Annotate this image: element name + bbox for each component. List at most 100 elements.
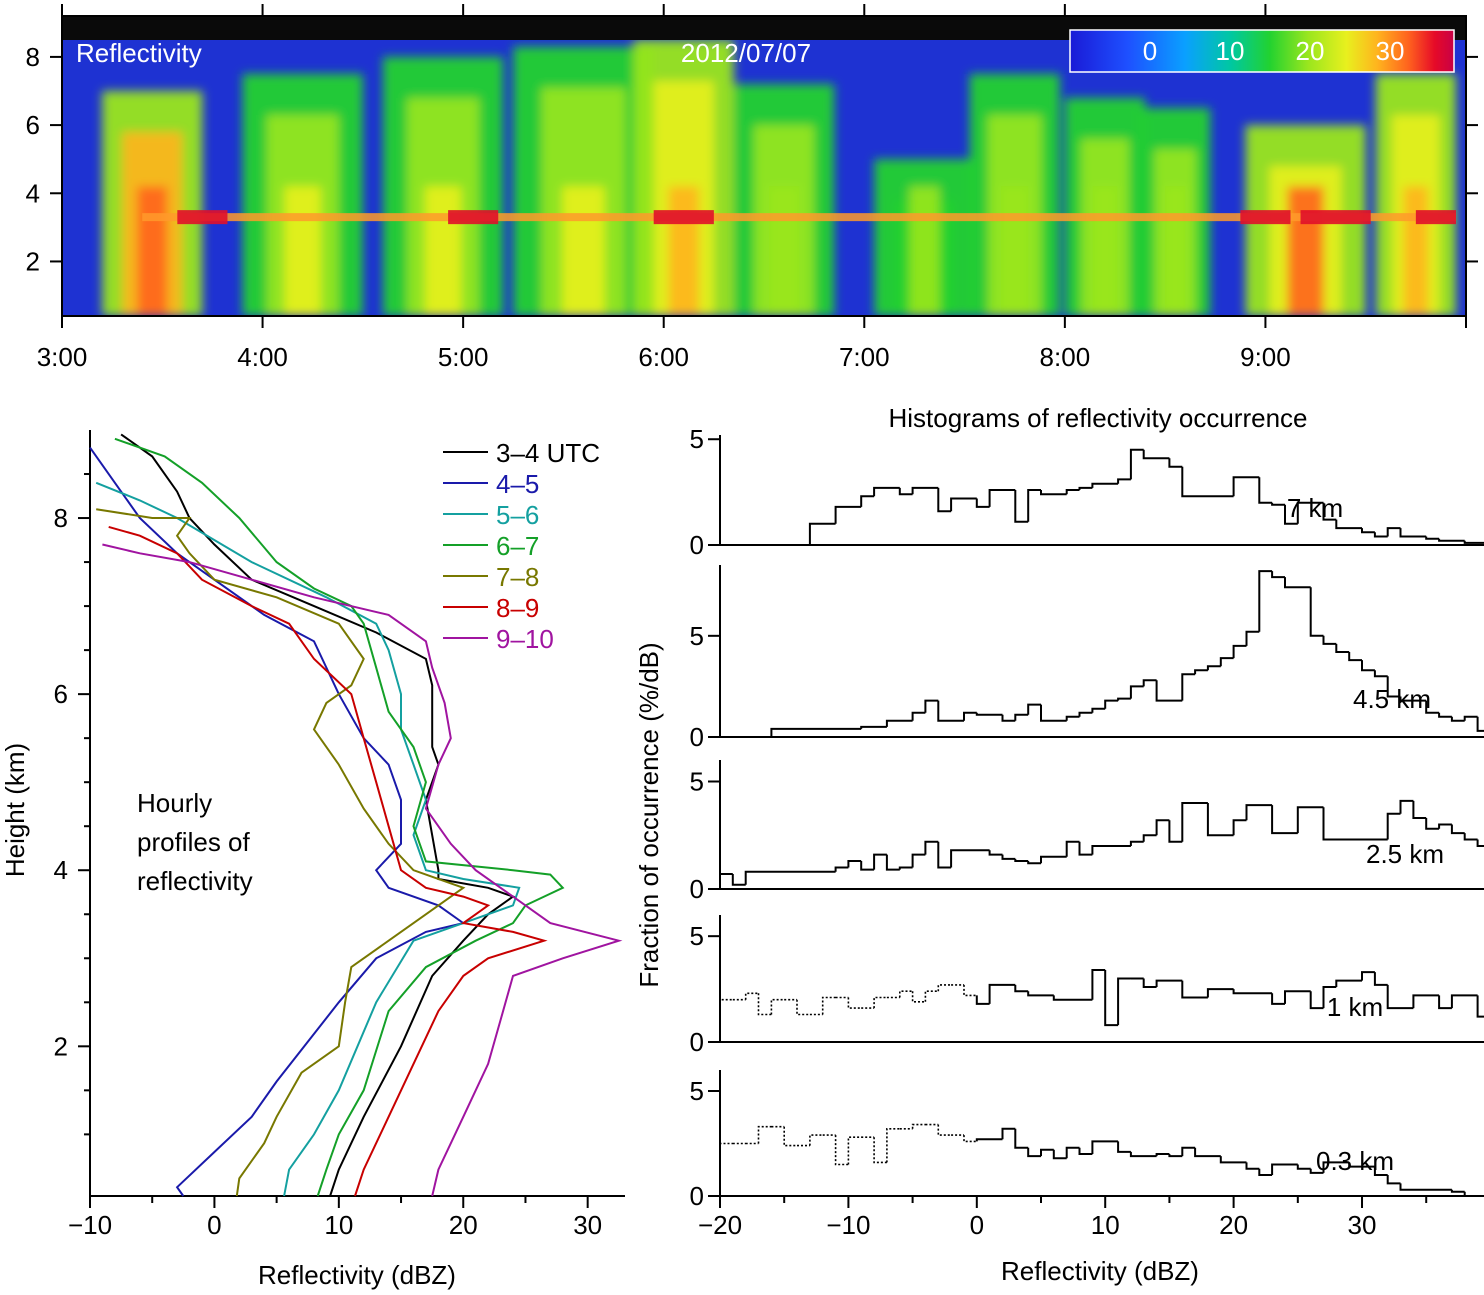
th-frame [61, 15, 1467, 317]
cell-peak [1092, 186, 1118, 316]
histogram-y-tick-label: 5 [690, 424, 704, 454]
histogram-height-label: 4.5 km [1353, 684, 1431, 714]
th-x-tick-label: 3:00 [37, 342, 88, 372]
profile-line-5 [108, 525, 548, 1197]
th-x-tick-label: 8:00 [1040, 342, 1091, 372]
histograms-title: Histograms of reflectivity occurrence [888, 403, 1307, 433]
histogram-y-tick-label: 0 [690, 722, 704, 752]
histogram-height-label: 0.3 km [1316, 1146, 1394, 1176]
colorbar-tick-label: 10 [1216, 36, 1245, 66]
cell-peak [284, 186, 321, 316]
histograms-xlabel: Reflectivity (dBZ) [1001, 1256, 1199, 1286]
cell-peak [137, 186, 168, 316]
histogram-panel: 0 5 0.3 km [690, 1070, 1484, 1211]
bright-band-peak [1415, 210, 1456, 225]
histograms-x-tick-label: −20 [698, 1210, 742, 1240]
th-y-tick-label: 8 [26, 42, 40, 72]
histogram-steps [975, 969, 1484, 1027]
histogram-y-tick-label: 0 [690, 874, 704, 904]
profile-line-6 [102, 543, 623, 1197]
melting-layer-band [142, 210, 1456, 225]
th-x-tick-label: 4:00 [237, 342, 288, 372]
cell-peak [1164, 186, 1186, 316]
profiles-annotation-3: reflectivity [137, 866, 253, 896]
profiles-y-tick-label: 4 [54, 855, 68, 885]
cell-peak [1287, 186, 1324, 316]
legend-label: 8–9 [496, 593, 539, 623]
colorbar-ticks: 0 10 20 30 [1143, 36, 1405, 66]
histogram-y-tick-label: 0 [690, 1181, 704, 1211]
th-label: Reflectivity [76, 38, 202, 68]
legend-label: 3–4 UTC [496, 438, 600, 468]
histograms-x-tick-label: 0 [970, 1210, 984, 1240]
cell-peak [1403, 186, 1428, 316]
colorbar-tick-label: 20 [1296, 36, 1325, 66]
th-y-axis: 2 4 6 8 [26, 42, 1478, 276]
profile-line-2 [95, 481, 521, 1197]
th-y-tick-label: 6 [26, 110, 40, 140]
legend-label: 6–7 [496, 531, 539, 561]
th-x-tick-label: 6:00 [638, 342, 689, 372]
legend-label: 4–5 [496, 469, 539, 499]
profiles-x-tick-label: 30 [573, 1210, 602, 1240]
profiles-panel: −10 0 10 20 30 2 4 6 8 3–4 UTC4–55–66–77–88–99–1… [0, 430, 625, 1290]
cell-peak [562, 186, 605, 316]
profiles-x-tick-label: 0 [207, 1210, 221, 1240]
th-x-tick-label: 5:00 [438, 342, 489, 372]
histogram-steps [975, 1127, 1484, 1197]
colorbar: 0 10 20 30 [1069, 29, 1455, 73]
th-date: 2012/07/07 [681, 38, 811, 68]
cell-peak [668, 186, 699, 316]
colorbar-gradient [1069, 29, 1455, 73]
profiles-x-tick-label: 10 [324, 1210, 353, 1240]
profiles-annotation-1: Hourly [137, 788, 212, 818]
th-y-tick-label: 2 [26, 246, 40, 276]
bright-band-peak [177, 210, 228, 225]
legend-label: 9–10 [496, 624, 554, 654]
histogram-steps-dotted [719, 1123, 977, 1196]
cell-peak [1001, 186, 1029, 316]
profiles-axes: −10 0 10 20 30 2 4 6 8 [54, 430, 625, 1240]
histogram-panel: 0 5 4.5 km [690, 565, 1484, 752]
histogram-steps [808, 448, 1484, 545]
profile-line-1 [89, 447, 466, 1197]
profiles-y-tick-label: 2 [54, 1031, 68, 1061]
histograms-x-tick-label: 20 [1219, 1210, 1248, 1240]
profile-line-4 [96, 508, 466, 1197]
histogram-panel: 0 5 7 km [690, 424, 1484, 560]
bright-band [142, 213, 1456, 222]
cell-peak [425, 186, 462, 316]
histogram-steps [719, 799, 1484, 889]
profiles-y-tick-label: 8 [54, 503, 68, 533]
bright-band-peak [653, 210, 714, 225]
histogram-y-tick-label: 0 [690, 530, 704, 560]
cell-peak [909, 186, 940, 316]
th-x-tick-label: 7:00 [839, 342, 890, 372]
bright-band-peak [1240, 210, 1291, 225]
histograms-panel: Histograms of reflectivity occurrence 0 5… [634, 403, 1484, 1286]
colorbar-tick-label: 0 [1143, 36, 1157, 66]
legend-label: 5–6 [496, 500, 539, 530]
profiles-y-tick-label: 6 [54, 679, 68, 709]
histogram-panel: 0 5 1 km [690, 915, 1484, 1057]
profiles-x-tick-label: 20 [449, 1210, 478, 1240]
th-x-tick-label: 9:00 [1240, 342, 1291, 372]
histograms-x-tick-label: −10 [826, 1210, 870, 1240]
histogram-y-tick-label: 5 [690, 621, 704, 651]
bright-band-peak [1300, 210, 1371, 225]
histograms-x-tick-label: 10 [1091, 1210, 1120, 1240]
bright-band-peak [448, 210, 499, 225]
histograms-x-axis: −20 −10 0 10 20 30 [698, 1196, 1428, 1240]
th-y-tick-label: 4 [26, 178, 40, 208]
histogram-y-tick-label: 5 [690, 767, 704, 797]
histogram-steps-dotted [719, 984, 977, 1042]
profiles-xlabel: Reflectivity (dBZ) [258, 1260, 456, 1290]
histogram-steps [770, 570, 1484, 737]
histogram-height-label: 7 km [1287, 493, 1343, 523]
histogram-panel: 0 5 2.5 km [690, 760, 1484, 904]
histogram-height-label: 1 km [1327, 992, 1383, 1022]
time-height-panel: 2 4 6 8 3:00 4:00 5:00 6:00 7:00 8:00 9:00 Reflec… [26, 4, 1478, 372]
histogram-panels: 0 5 7 km 0 5 4.5 km 0 5 2.5 km 0 5 1 km 0 5 0.3 km [690, 424, 1484, 1211]
